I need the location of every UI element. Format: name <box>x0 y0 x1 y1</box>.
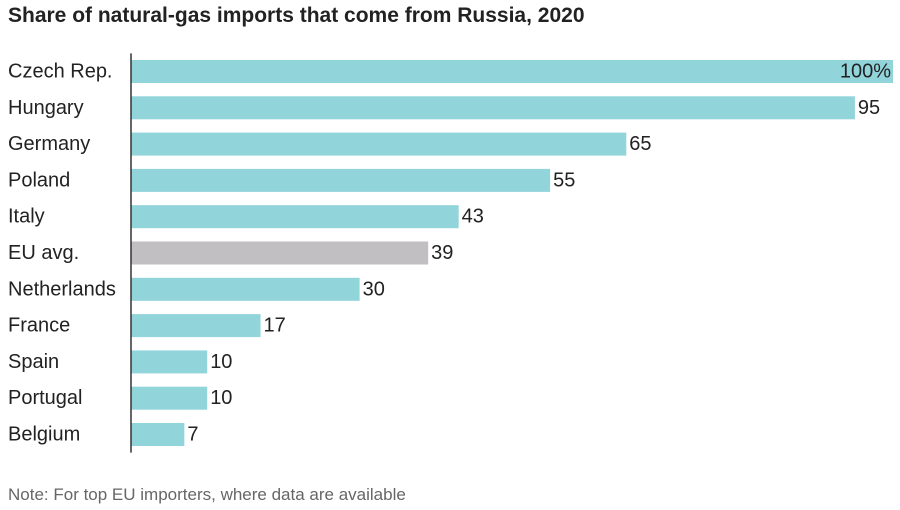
category-label-poland: Poland <box>8 169 70 191</box>
category-label-italy: Italy <box>8 206 45 228</box>
value-label-spain: 10 <box>210 351 232 373</box>
bar-poland <box>131 168 551 192</box>
bar-portugal <box>131 386 208 410</box>
category-label-netherlands: Netherlands <box>8 278 116 300</box>
category-labels: Czech Rep. Hungary Germany Poland Italy EU av… <box>8 61 116 446</box>
bar-chart: Czech Rep. Hungary Germany Poland Italy EU av… <box>8 53 893 453</box>
value-label-germany: 65 <box>629 133 651 155</box>
value-label-france: 17 <box>264 315 286 337</box>
value-label-belgium: 7 <box>187 424 198 446</box>
chart-note: Note: For top EU importers, where data a… <box>8 485 406 504</box>
category-label-eu-avg: EU avg. <box>8 242 79 264</box>
bar-hungary <box>131 96 855 120</box>
value-label-eu-avg: 39 <box>431 242 453 264</box>
bar-belgium <box>131 423 185 446</box>
category-label-spain: Spain <box>8 351 59 373</box>
value-label-poland: 55 <box>553 169 575 191</box>
value-label-portugal: 10 <box>210 387 232 409</box>
chart-title: Share of natural-gas imports that come f… <box>8 4 585 27</box>
bar-germany <box>131 132 627 156</box>
value-label-hungary: 95 <box>858 97 880 119</box>
value-label-czech-rep: 100% <box>840 61 891 83</box>
category-label-belgium: Belgium <box>8 424 80 446</box>
value-label-netherlands: 30 <box>363 278 385 300</box>
category-label-portugal: Portugal <box>8 387 83 409</box>
bar-italy <box>131 205 459 229</box>
value-labels: 100% 95 65 55 43 39 30 17 10 10 7 <box>187 61 891 446</box>
bars-layer <box>131 60 893 446</box>
value-label-italy: 43 <box>462 206 484 228</box>
bar-eu-avg <box>131 241 429 265</box>
bar-spain <box>131 350 208 374</box>
category-label-france: France <box>8 315 70 337</box>
bar-netherlands <box>131 277 360 301</box>
category-label-hungary: Hungary <box>8 97 84 119</box>
bar-czech-rep <box>131 60 893 83</box>
category-label-germany: Germany <box>8 133 90 155</box>
category-label-czech-rep: Czech Rep. <box>8 61 113 83</box>
bar-france <box>131 314 261 338</box>
